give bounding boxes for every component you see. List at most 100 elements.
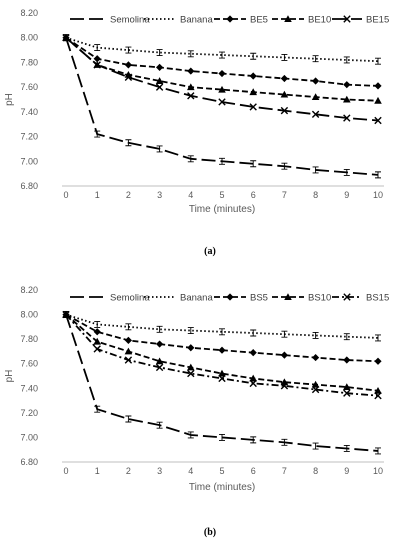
data-point-semolina [125,139,132,147]
x-tick-label: 7 [282,190,287,200]
data-point-be5 [93,55,101,63]
data-point-semolina [312,442,319,450]
x-tick-label: 10 [373,466,383,476]
series-bs15 [62,310,382,400]
y-tick-label: 7.40 [20,107,38,117]
y-axis-title: pH [4,370,15,383]
legend-marker [343,15,351,23]
x-tick-label: 8 [313,466,318,476]
x-tick-label: 3 [157,466,162,476]
data-point-be5 [374,82,382,90]
y-tick-label: 7.80 [20,57,38,67]
data-point-semolina [94,405,101,413]
data-point-be10 [280,90,289,98]
legend-entry-semolina: Semolina [70,15,150,26]
legend-label: Banana [180,15,213,26]
legend-entry-be15: BE15 [332,15,389,26]
data-point-bs15 [343,389,351,397]
data-point-bs15 [280,382,289,390]
data-point-be10 [343,95,351,103]
data-point-banana [187,327,194,334]
data-point-banana [94,320,101,328]
data-point-semolina [250,160,257,168]
data-point-semolina [187,431,194,439]
data-point-semolina [375,447,381,455]
data-point-banana [125,46,132,54]
legend-label: Semolina [110,293,150,304]
legend-entry-bs10: BS10 [272,293,331,304]
x-axis-title: Time (minutes) [189,482,255,493]
data-point-semolina [219,157,225,165]
data-point-be10 [218,85,226,93]
x-tick-label: 9 [344,466,349,476]
data-point-bs10 [374,386,382,394]
y-tick-label: 8.00 [20,310,38,320]
series-line-bs10 [65,313,379,392]
data-point-be15 [343,114,351,122]
data-point-be15 [249,103,257,111]
data-point-be10 [155,77,164,84]
data-point-semolina [343,445,350,452]
x-tick-label: 8 [313,190,318,200]
data-point-be15 [187,92,195,100]
data-point-be10 [311,93,320,101]
y-tick-label: 7.60 [20,359,38,369]
y-tick-label: 6.80 [20,181,38,191]
data-point-bs10 [124,347,133,355]
data-point-banana [281,54,288,61]
legend-entry-banana: Banana [144,15,213,26]
data-point-bs10 [218,369,226,377]
x-tick-label: 5 [219,190,224,200]
data-point-bs10 [343,383,351,391]
data-point-banana [250,329,257,337]
chart-panel-1: 6.80 7.00 7.20 7.40 7.60 7.80 8.00 8.20 0 1 2 3 4 5 6 7… [4,8,389,257]
data-point-bs5 [218,346,226,354]
series-line-bs15 [65,313,379,397]
data-point-bs15 [187,369,195,378]
data-point-banana [312,55,319,63]
data-point-be5 [312,77,320,85]
data-point-bs10 [311,380,320,388]
legend-label: Banana [180,293,213,304]
data-point-bs5 [374,357,382,365]
series-banana [63,34,381,65]
x-tick-label: 1 [95,466,100,476]
data-point-be10 [187,83,195,91]
x-tick-label: 4 [188,466,193,476]
x-tick-label: 0 [63,190,68,200]
data-point-banana [125,323,132,331]
series-line-be5 [65,36,379,87]
legend-entry-be5: BE5 [214,15,268,26]
x-tick-label: 2 [126,190,131,200]
data-point-semolina [187,155,194,163]
data-point-be10 [374,96,382,104]
data-point-bs15 [374,391,382,400]
data-point-semolina [94,130,101,138]
data-point-be15 [124,73,133,81]
legend-marker [226,15,234,23]
data-point-semolina [156,145,163,153]
series-be15 [62,34,382,125]
legend-label: BE15 [366,15,389,26]
data-point-bs5 [187,344,195,352]
legend-entry-banana: Banana [144,293,213,304]
data-point-bs15 [249,379,257,388]
y-tick-label: 8.20 [20,8,38,18]
y-tick-label: 7.00 [20,432,38,442]
legend-label: BS5 [250,293,268,304]
x-tick-label: 7 [282,466,287,476]
data-point-be5 [218,69,226,78]
data-point-semolina [312,166,319,174]
data-point-banana [156,325,163,333]
data-point-semolina [125,415,132,423]
x-tick-label: 6 [251,190,256,200]
x-tick-label: 4 [188,190,193,200]
legend-label: BE5 [250,15,268,26]
data-point-bs10 [249,374,257,382]
x-tick-label: 9 [344,190,349,200]
data-point-banana [343,56,350,64]
data-point-be15 [374,116,382,125]
data-point-banana [343,333,350,341]
y-tick-label: 7.20 [20,408,38,418]
